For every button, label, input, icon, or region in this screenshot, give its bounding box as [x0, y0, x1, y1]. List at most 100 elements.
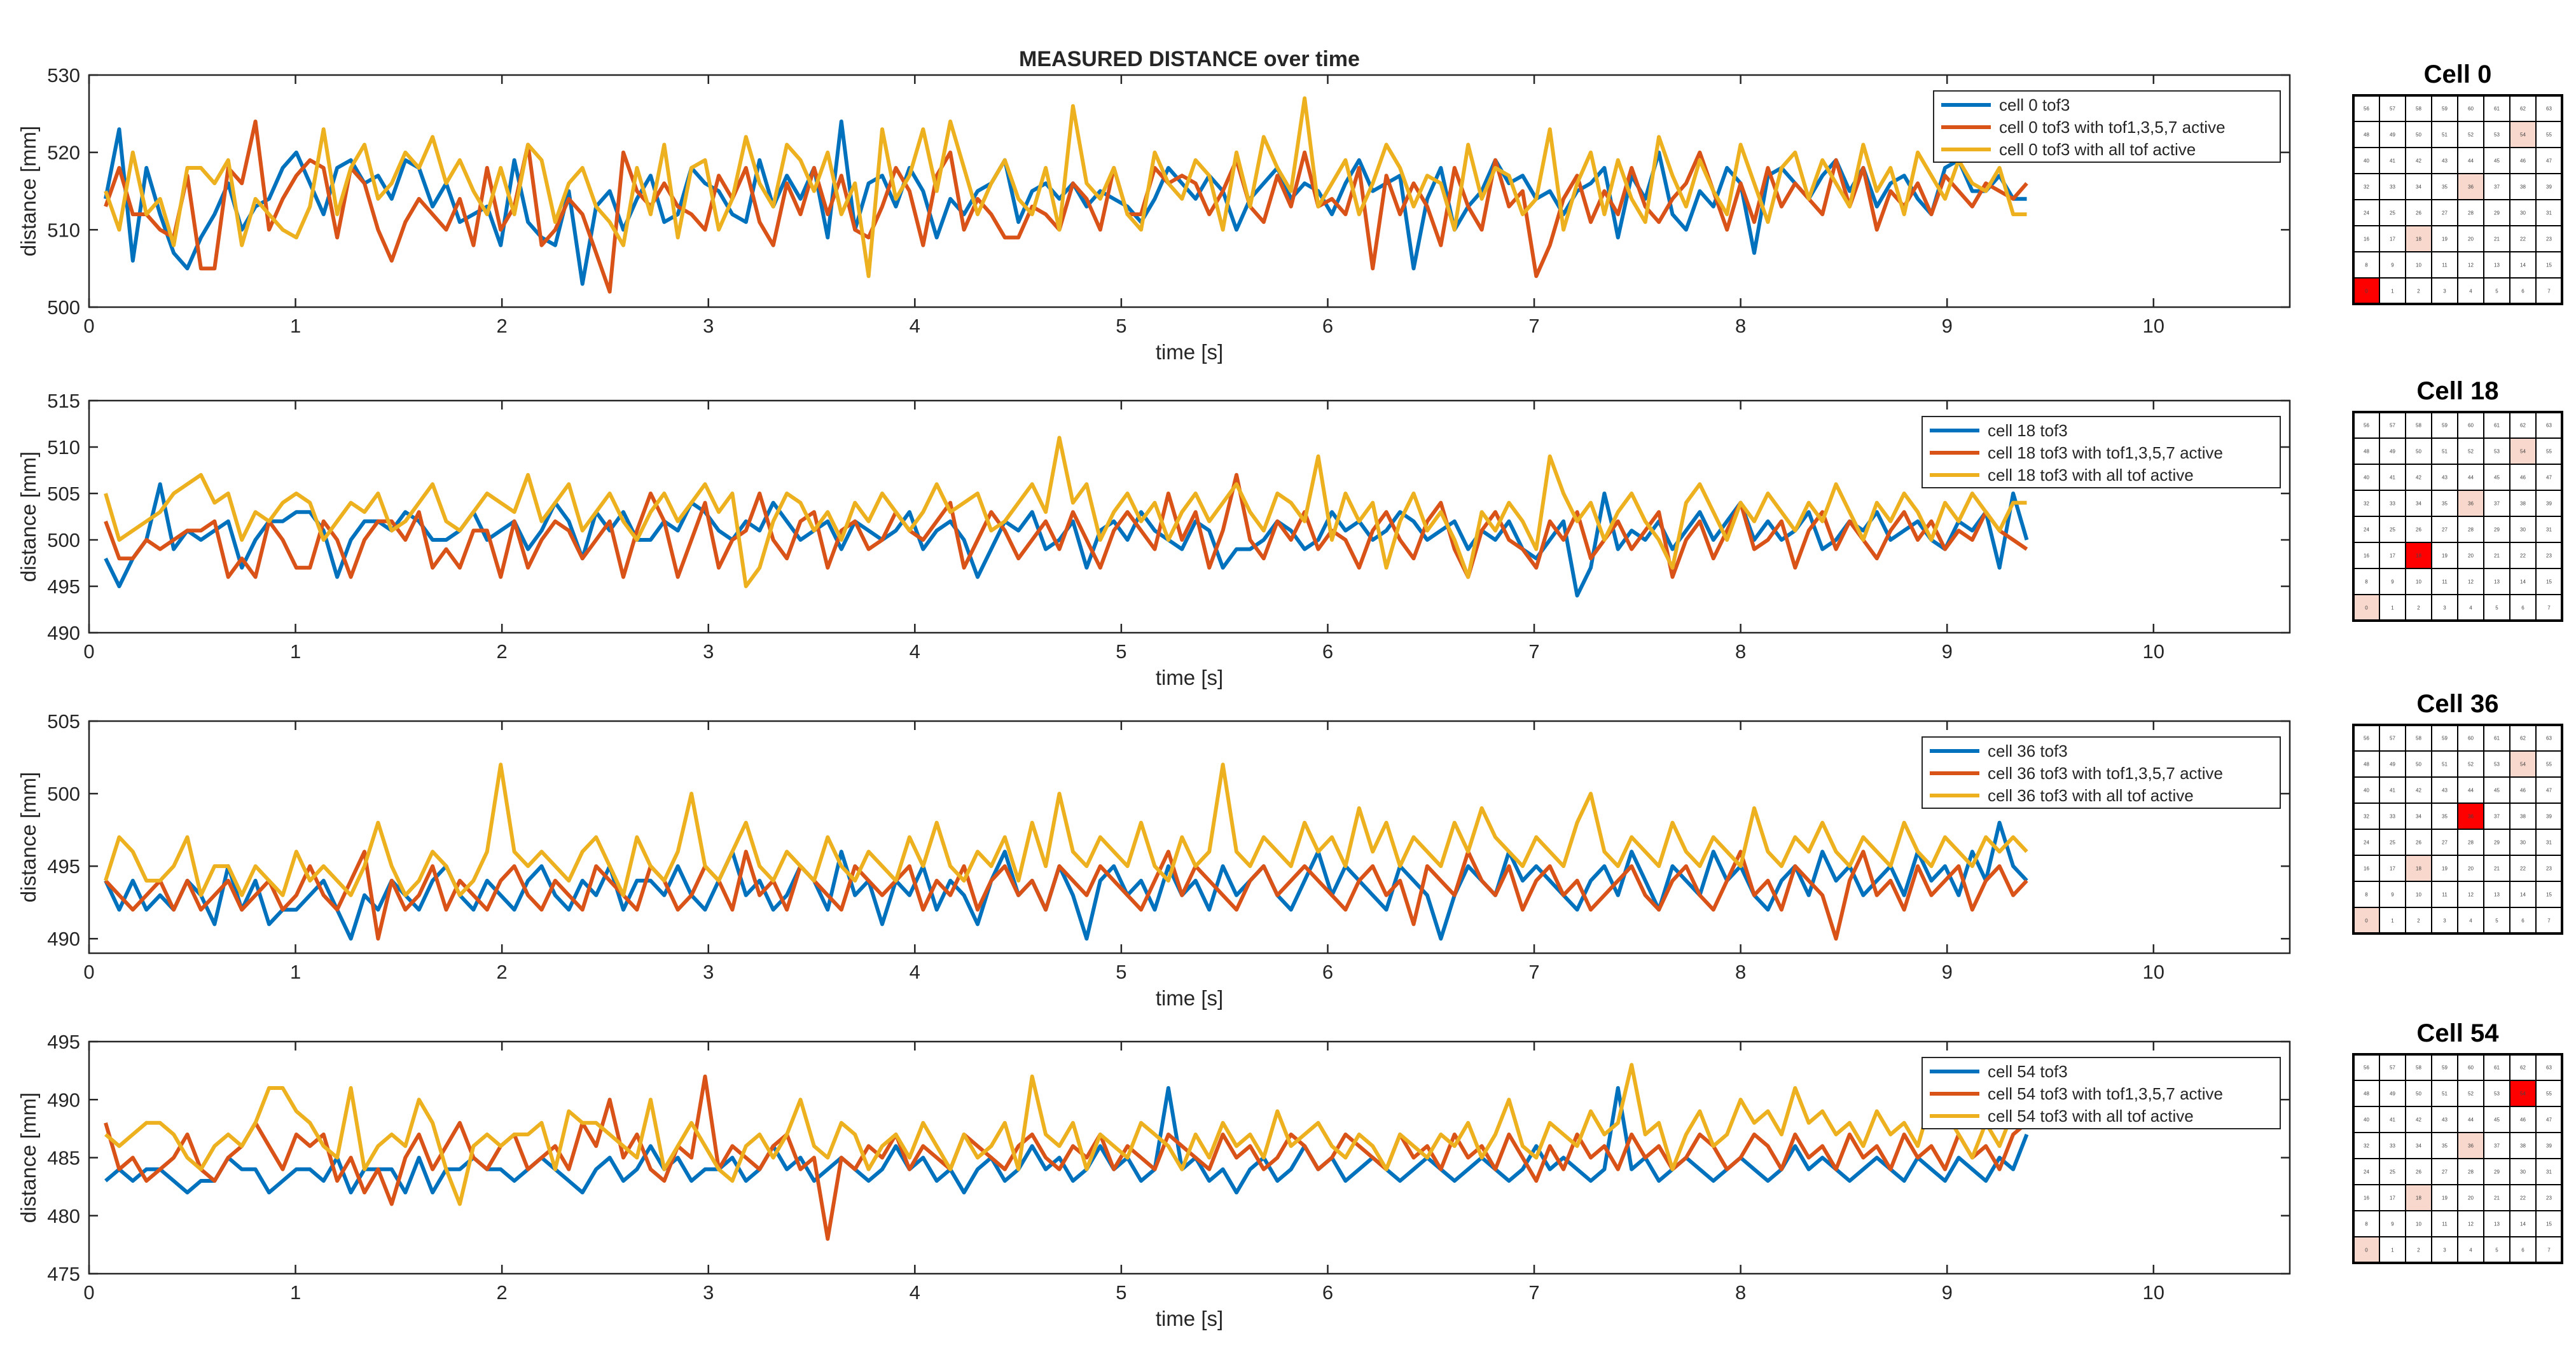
grid-cell-label: 60	[2468, 106, 2474, 112]
cell-map-title: Cell 18	[2417, 377, 2499, 405]
grid-cell-label: 47	[2546, 1117, 2552, 1123]
grid-cell-label: 55	[2546, 449, 2552, 455]
axes-box	[88, 74, 2291, 308]
grid-cell-label: 28	[2468, 840, 2474, 846]
grid-cell-label: 13	[2494, 579, 2500, 585]
x-tick-label: 2	[497, 1281, 508, 1304]
grid-cell-label: 28	[2468, 210, 2474, 216]
grid-cell-label: 32	[2364, 501, 2369, 507]
grid-cell-label: 58	[2416, 423, 2421, 429]
grid-cell-label: 59	[2442, 106, 2448, 112]
y-tick-label: 530	[47, 64, 80, 86]
grid-cell-label: 12	[2468, 263, 2474, 268]
x-tick-label: 8	[1735, 640, 1746, 663]
y-tick-label: 490	[47, 1089, 80, 1111]
grid-cell	[2379, 1106, 2406, 1133]
grid-cell	[2405, 464, 2432, 491]
x-tick-label: 0	[83, 961, 94, 983]
grid-cell-label: 57	[2390, 423, 2395, 429]
grid-cell-label: 53	[2494, 449, 2500, 455]
grid-cell	[2405, 277, 2432, 305]
grid-cell	[2405, 829, 2432, 856]
grid-cell-label: 38	[2520, 1143, 2526, 1149]
x-tick-label: 4	[910, 315, 920, 337]
grid-cell	[2457, 1210, 2484, 1237]
grid-cell-label: 63	[2546, 736, 2552, 741]
grid-cell	[2457, 1132, 2484, 1159]
grid-cell-label: 35	[2442, 814, 2448, 820]
chart-title: MEASURED DISTANCE over time	[1019, 47, 1360, 71]
x-tick-label: 3	[703, 315, 714, 337]
grid-cell-label: 10	[2416, 1222, 2421, 1227]
grid-cell	[2483, 147, 2510, 174]
x-tick-label: 1	[290, 1281, 301, 1304]
grid-cell-label: 6	[2521, 605, 2524, 611]
grid-cell-label: 13	[2494, 263, 2500, 268]
grid-cell-label: 38	[2520, 814, 2526, 820]
grid-cell-label: 8	[2365, 892, 2368, 898]
grid-cell	[2431, 1236, 2458, 1264]
x-tick-label: 8	[1735, 961, 1746, 983]
grid-cell-label: 47	[2546, 158, 2552, 164]
x-tick-label: 7	[1528, 961, 1539, 983]
grid-cell-label: 59	[2442, 423, 2448, 429]
x-tick-label: 8	[1735, 315, 1746, 337]
grid-cell-label: 23	[2546, 553, 2552, 559]
grid-cell	[2457, 594, 2484, 621]
grid-cell-label: 34	[2416, 1143, 2421, 1149]
grid-cell-label: 44	[2468, 1117, 2474, 1123]
grid-cell-label: 11	[2442, 263, 2448, 268]
grid-cell-label: 35	[2442, 1143, 2448, 1149]
grid-cell-label: 10	[2416, 892, 2421, 898]
grid-cell-label: 9	[2391, 1222, 2394, 1227]
y-tick-label: 490	[47, 928, 80, 950]
grid-cell-label: 54	[2520, 762, 2526, 768]
grid-cell-label: 16	[2364, 866, 2369, 872]
grid-cell	[2535, 594, 2563, 621]
grid-cell-label: 39	[2546, 501, 2552, 507]
grid-border	[2352, 724, 2563, 935]
grid-cell	[2535, 121, 2563, 148]
grid-cell-label: 1	[2391, 289, 2394, 294]
grid-cell-label: 18	[2416, 237, 2421, 242]
grid-cell-label: 38	[2520, 501, 2526, 507]
grid-cell-label: 32	[2364, 184, 2369, 190]
grid-cell-label: 5	[2495, 605, 2498, 611]
legend-label: cell 0 tof3 with all tof active	[1999, 140, 2196, 159]
grid-cell-label: 26	[2416, 210, 2421, 216]
grid-cell-label: 14	[2520, 263, 2526, 268]
grid-cell-label: 15	[2546, 579, 2552, 585]
grid-cell	[2353, 277, 2380, 305]
x-tick-label: 9	[1942, 961, 1953, 983]
x-tick-label: 5	[1116, 315, 1126, 337]
legend-label: cell 18 tof3 with all tof active	[1988, 465, 2194, 485]
grid-cell-label: 29	[2494, 840, 2500, 846]
grid-cell	[2535, 750, 2563, 778]
grid-cell-label: 53	[2494, 762, 2500, 768]
grid-cell-label: 1	[2391, 1248, 2394, 1253]
x-tick-label: 7	[1528, 315, 1539, 337]
grid-cell-label: 62	[2520, 736, 2526, 741]
grid-cell-label: 39	[2546, 814, 2552, 820]
grid-cell	[2535, 1210, 2563, 1237]
grid-cell-label: 30	[2520, 527, 2526, 533]
grid-cell-label: 36	[2468, 1143, 2474, 1149]
grid-cell	[2483, 1158, 2510, 1185]
grid-cell-label: 44	[2468, 788, 2474, 794]
grid-cell-label: 50	[2416, 132, 2421, 138]
series-line	[104, 762, 2028, 897]
grid-cell-label: 29	[2494, 1169, 2500, 1175]
grid-cell	[2457, 411, 2484, 439]
grid-cell-label: 55	[2546, 132, 2552, 138]
grid-cell-label: 56	[2364, 106, 2369, 112]
grid-cell	[2405, 1106, 2432, 1133]
grid-cell-label: 44	[2468, 158, 2474, 164]
grid-cell	[2405, 724, 2432, 752]
grid-cell-label: 56	[2364, 423, 2369, 429]
grid-cell-label: 16	[2364, 237, 2369, 242]
grid-cell	[2535, 1106, 2563, 1133]
grid-cell-label: 48	[2364, 762, 2369, 768]
grid-cell-label: 59	[2442, 1065, 2448, 1071]
grid-cell-label: 29	[2494, 210, 2500, 216]
y-tick-label: 500	[47, 296, 80, 319]
